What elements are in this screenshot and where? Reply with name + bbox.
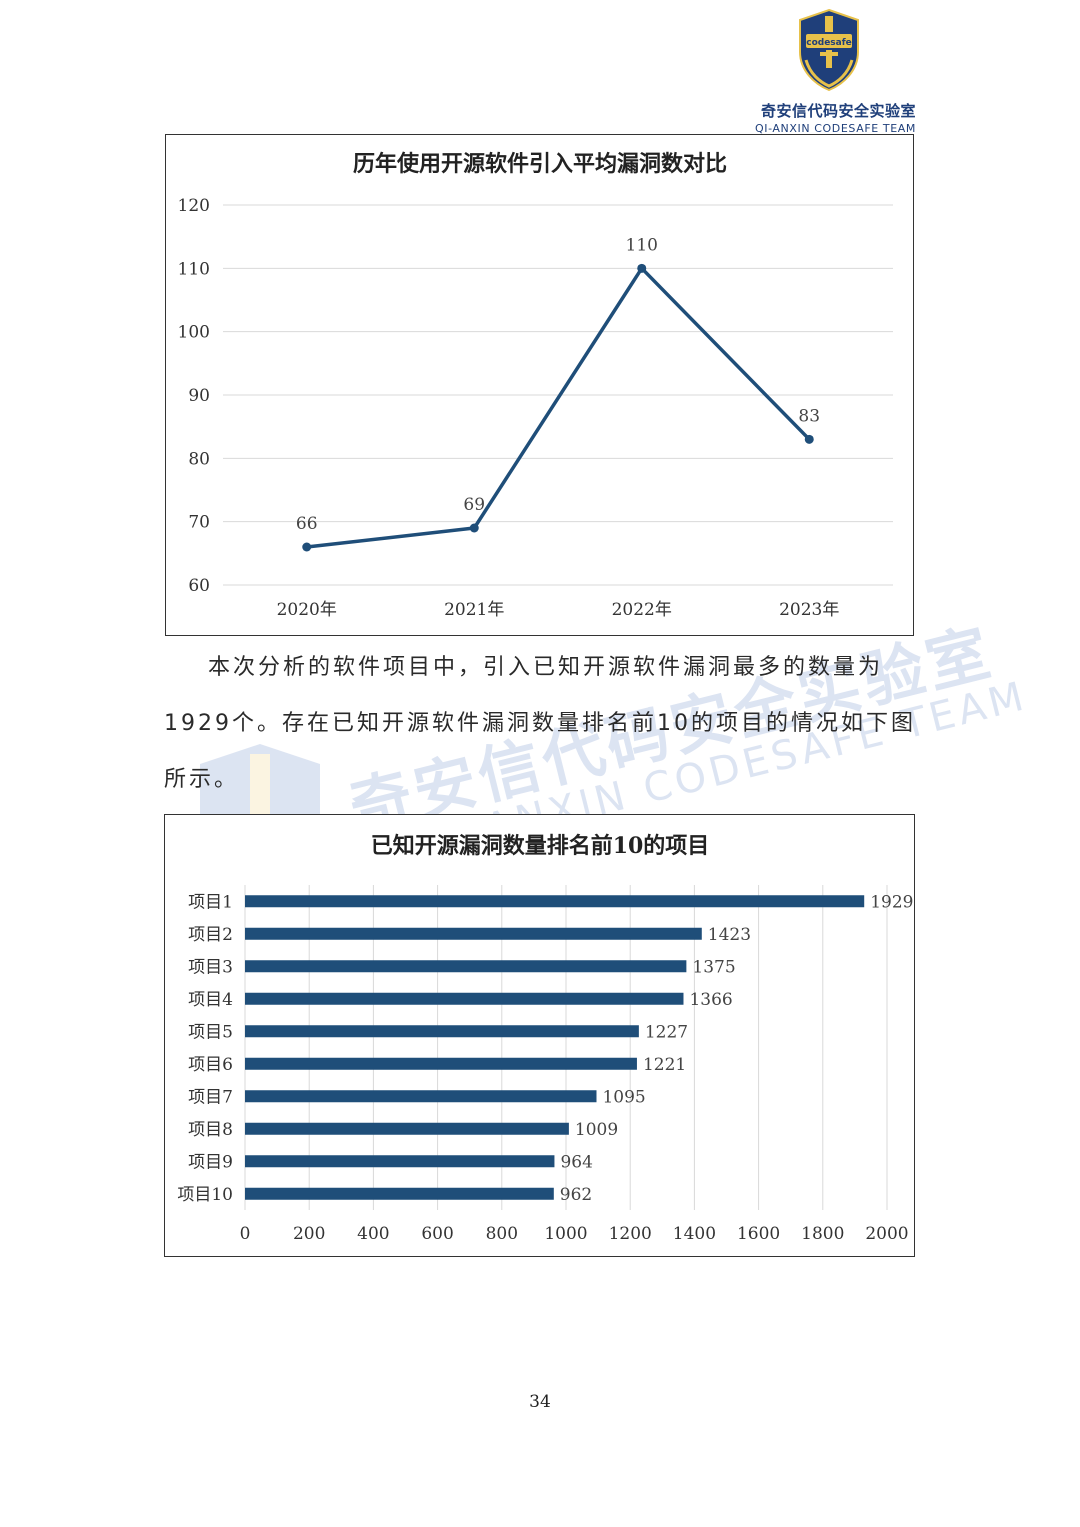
series-line (306, 266, 811, 549)
logo-title-cn: 奇安信代码安全实验室 (760, 102, 916, 120)
data-label: 66 (296, 514, 318, 534)
header-logo: codesafe 奇安信代码安全实验室 QI-ANXIN CODESAFE TE… (744, 8, 916, 135)
data-point (469, 523, 479, 533)
bar (245, 1122, 569, 1135)
data-label: 1929 (870, 892, 913, 912)
logo-badge-text: codesafe (806, 38, 852, 48)
x-tick-label: 2000 (865, 1224, 908, 1244)
category-label: 项目7 (188, 1087, 233, 1107)
data-point (637, 263, 647, 273)
data-label: 962 (560, 1185, 592, 1205)
x-tick-label: 2020年 (277, 600, 337, 620)
line-chart: 历年使用开源软件引入平均漏洞数对比 60 70 80 90 100 110 120 2020年 2… (178, 151, 893, 620)
y-tick-label: 90 (188, 386, 210, 406)
data-label: 69 (463, 495, 485, 515)
x-tick-label: 1600 (737, 1224, 780, 1244)
category-label: 项目1 (188, 892, 233, 912)
data-label: 110 (626, 235, 658, 255)
x-tick-label: 2021年 (444, 600, 504, 620)
x-tick-label: 0 (240, 1224, 251, 1244)
bar-chart-frame: 已知开源漏洞数量排名前10的项目 0 200 400 600 800 1000 1200 140… (164, 814, 915, 1257)
data-label: 1366 (689, 990, 732, 1010)
data-label: 1423 (708, 925, 751, 945)
paragraph-text: 本次分析的软件项目中，引入已知开源软件漏洞最多的数量为1929个。存在已知开源软… (164, 655, 916, 792)
x-tick-label: 2022年 (612, 600, 672, 620)
category-label: 项目8 (188, 1120, 233, 1140)
y-tick-label: 120 (178, 196, 210, 216)
data-label: 1221 (643, 1055, 686, 1075)
x-tick-label: 2023年 (779, 600, 839, 620)
data-point (302, 542, 312, 552)
page-number: 34 (529, 1392, 551, 1412)
category-label: 项目10 (177, 1185, 233, 1205)
x-tick-label: 400 (357, 1224, 389, 1244)
data-label: 964 (560, 1152, 592, 1172)
x-tick-label: 800 (486, 1224, 518, 1244)
logo-title-en: QI-ANXIN CODESAFE TEAM (754, 122, 916, 135)
line-chart-frame: 历年使用开源软件引入平均漏洞数对比 60 70 80 90 100 110 120 2020年 2… (165, 134, 914, 636)
x-tick-label: 200 (293, 1224, 325, 1244)
bar (245, 1057, 637, 1070)
y-tick-label: 100 (178, 323, 210, 343)
bar-chart: 已知开源漏洞数量排名前10的项目 0 200 400 600 800 1000 1200 140… (177, 833, 913, 1244)
y-tick-label: 70 (188, 513, 210, 533)
shield-logo-icon: codesafe (799, 8, 859, 92)
category-label: 项目9 (188, 1152, 233, 1172)
x-tick-label: 1800 (801, 1224, 844, 1244)
bar (245, 960, 687, 973)
data-point (804, 434, 814, 444)
data-label: 1375 (692, 957, 735, 977)
chart-title: 历年使用开源软件引入平均漏洞数对比 (353, 151, 727, 177)
bar (245, 927, 702, 940)
bar (245, 992, 684, 1005)
category-label: 项目5 (188, 1022, 233, 1042)
body-paragraph: 本次分析的软件项目中，引入已知开源软件漏洞最多的数量为1929个。存在已知开源软… (164, 640, 916, 808)
bar (245, 895, 865, 908)
category-label: 项目3 (188, 957, 233, 977)
x-tick-label: 600 (421, 1224, 453, 1244)
category-label: 项目4 (188, 990, 233, 1010)
category-label: 项目2 (188, 925, 233, 945)
y-tick-label: 80 (188, 449, 210, 469)
category-label: 项目6 (188, 1055, 233, 1075)
chart-title: 已知开源漏洞数量排名前10的项目 (371, 833, 710, 859)
x-tick-label: 1200 (609, 1224, 652, 1244)
data-label: 1009 (575, 1120, 618, 1140)
bar (245, 1155, 555, 1168)
data-label: 1095 (602, 1087, 645, 1107)
bar (245, 1187, 554, 1200)
bar (245, 1025, 639, 1038)
x-tick-label: 1000 (544, 1224, 587, 1244)
y-tick-label: 110 (178, 259, 210, 279)
x-tick-label: 1400 (673, 1224, 716, 1244)
y-tick-label: 60 (188, 576, 210, 596)
data-label: 1227 (645, 1022, 688, 1042)
bar (245, 1090, 597, 1103)
data-label: 83 (798, 406, 820, 426)
